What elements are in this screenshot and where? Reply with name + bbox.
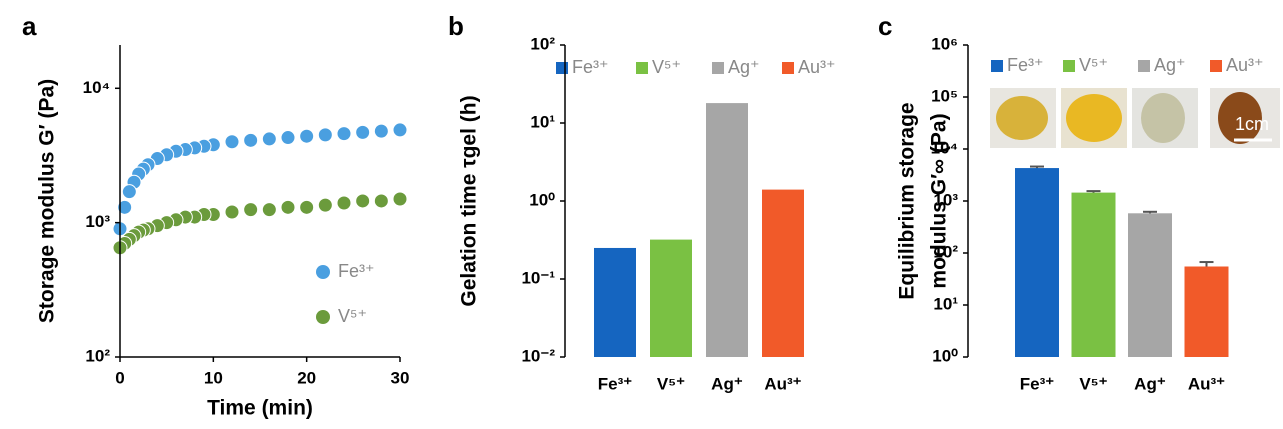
- legend-label: Ag⁺: [728, 57, 760, 77]
- y-tick-label: 10⁶: [931, 34, 958, 53]
- legend-label: V⁵⁺: [1079, 55, 1108, 75]
- y-tick-label: 10¹: [933, 294, 958, 313]
- panel-label: a: [22, 11, 37, 41]
- legend-label: V⁵⁺: [652, 57, 681, 77]
- scatter-point: [299, 199, 315, 215]
- x-tick-label: Au³⁺: [1188, 374, 1225, 393]
- panel-label: b: [448, 11, 464, 41]
- y-tick-label: 10¹: [530, 112, 555, 131]
- legend-label: Fe³⁺: [1007, 55, 1044, 75]
- panel-label: c: [878, 11, 892, 41]
- x-tick-label: Ag⁺: [1134, 374, 1166, 393]
- scatter-point: [224, 134, 240, 150]
- x-axis-label: Time (min): [207, 397, 313, 420]
- y-axis-label: Equilibrium storage: [896, 102, 919, 299]
- scatter-point: [317, 127, 333, 143]
- bar: [650, 239, 692, 357]
- scatter-point: [336, 126, 352, 142]
- y-tick-label: 10⁻¹: [521, 268, 555, 287]
- legend-swatch: [556, 62, 568, 74]
- scatter-point: [280, 130, 296, 146]
- y-axis-label: Gelation time τgel (h): [458, 95, 481, 306]
- photo-sample: [1218, 92, 1262, 144]
- scatter-point: [317, 197, 333, 213]
- legend-marker: [316, 310, 330, 324]
- x-tick-label: 10: [204, 368, 223, 387]
- scatter-point: [261, 202, 277, 218]
- bar: [594, 247, 636, 357]
- scatter-point: [355, 124, 371, 140]
- bar: [762, 189, 804, 357]
- x-tick-label: 20: [297, 368, 316, 387]
- legend-label: Fe³⁺: [338, 261, 375, 281]
- legend-swatch: [1138, 60, 1150, 72]
- scatter-point: [121, 184, 137, 200]
- scatter-point: [392, 191, 408, 207]
- y-tick-label: 10⁵: [931, 86, 958, 105]
- scatter-point: [373, 193, 389, 209]
- y-tick-label: 10⁻²: [521, 346, 555, 365]
- x-tick-label: V⁵⁺: [657, 374, 685, 393]
- sample-photos: 1cm: [990, 88, 1280, 148]
- y-tick-label: 10²: [530, 34, 555, 53]
- scatter-point: [261, 131, 277, 147]
- y-axis-label: modulus G′∞ (Pa): [928, 113, 951, 288]
- scatter-point: [355, 193, 371, 209]
- scatter-point: [117, 199, 133, 215]
- x-tick-label: 0: [115, 368, 124, 387]
- scatter-point: [224, 204, 240, 220]
- y-tick-label: 10³: [85, 212, 110, 231]
- scatter-point: [373, 123, 389, 139]
- scatter-point: [243, 202, 259, 218]
- legend-swatch: [1063, 60, 1075, 72]
- photo-sample: [1066, 94, 1122, 142]
- legend-label: Au³⁺: [1226, 55, 1264, 75]
- y-tick-label: 10⁴: [83, 78, 110, 97]
- y-tick-label: 10⁴: [931, 138, 958, 157]
- photo-sample: [1141, 93, 1185, 143]
- y-tick-label: 10³: [933, 190, 958, 209]
- bar: [706, 103, 748, 357]
- scatter-point: [392, 122, 408, 138]
- y-tick-label: 10²: [85, 346, 110, 365]
- scatter-point: [299, 128, 315, 144]
- legend-label: Fe³⁺: [572, 57, 609, 77]
- scale-bar-label: 1cm: [1235, 114, 1269, 134]
- x-tick-label: 30: [391, 368, 410, 387]
- y-tick-label: 10⁰: [529, 190, 555, 209]
- legend-label: Au³⁺: [798, 57, 836, 77]
- bar: [1184, 266, 1229, 357]
- legend-swatch: [782, 62, 794, 74]
- photo-sample: [996, 96, 1048, 140]
- y-tick-label: 10²: [933, 242, 958, 261]
- y-axis-label: Storage modulus G′ (Pa): [36, 79, 59, 323]
- bar: [1128, 213, 1172, 357]
- x-tick-label: V⁵⁺: [1079, 374, 1107, 393]
- legend-swatch: [991, 60, 1003, 72]
- scatter-point: [280, 199, 296, 215]
- x-tick-label: Fe³⁺: [1020, 374, 1055, 393]
- legend-marker: [316, 265, 330, 279]
- bar: [1015, 168, 1059, 357]
- scatter-point: [336, 195, 352, 211]
- x-tick-label: Au³⁺: [764, 374, 801, 393]
- x-tick-label: Fe³⁺: [598, 374, 633, 393]
- legend-swatch: [712, 62, 724, 74]
- legend-label: V⁵⁺: [338, 306, 367, 326]
- legend-swatch: [636, 62, 648, 74]
- bar: [1071, 192, 1116, 357]
- x-tick-label: Ag⁺: [711, 374, 743, 393]
- legend-swatch: [1210, 60, 1222, 72]
- scatter-point: [243, 132, 259, 148]
- y-tick-label: 10⁰: [932, 346, 958, 365]
- legend-label: Ag⁺: [1154, 55, 1186, 75]
